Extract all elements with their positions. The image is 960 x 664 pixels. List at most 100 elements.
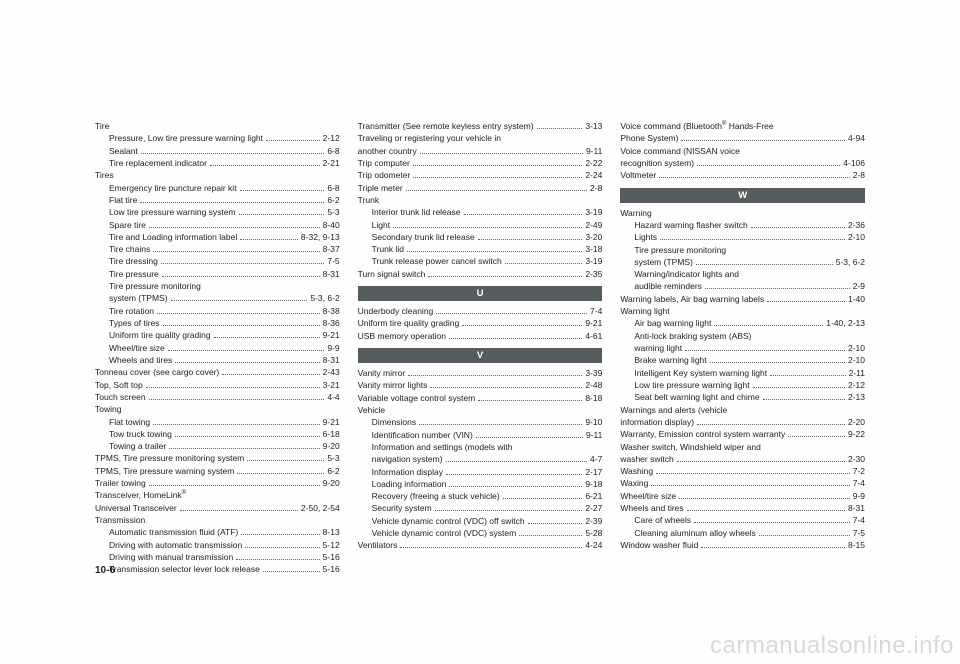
- leader-dots: [696, 263, 833, 265]
- index-entry: Trip odometer2-24: [358, 169, 603, 181]
- index-entry: Ventilators4-24: [358, 539, 603, 551]
- entry-label: audible reminders: [634, 280, 702, 292]
- entry-page: 4-94: [848, 132, 865, 144]
- index-entry: Warning light: [620, 305, 865, 317]
- entry-page: 8-38: [323, 305, 340, 317]
- entry-page: 5-3, 6-2: [310, 292, 339, 304]
- entry-label: recognition system): [620, 157, 694, 169]
- entry-label: Ventilators: [358, 539, 398, 551]
- column-3: Voice command (Bluetooth® Hands-FreePhon…: [620, 120, 865, 576]
- entry-label: Window washer fluid: [620, 539, 698, 551]
- index-entry: Warning: [620, 207, 865, 219]
- entry-label: Washing: [620, 465, 653, 477]
- leader-dots: [701, 546, 845, 548]
- entry-label: Tires: [95, 169, 114, 181]
- entry-page: 8-31: [323, 354, 340, 366]
- leader-dots: [519, 534, 582, 536]
- entry-label: Tire rotation: [109, 305, 154, 317]
- index-entry: Tire chains8-37: [95, 243, 340, 255]
- entry-label: Identification number (VIN): [372, 429, 473, 441]
- index-entry: Loading information9-18: [358, 478, 603, 490]
- index-entry: Tire replacement indicator2-21: [95, 157, 340, 169]
- leader-dots: [714, 324, 823, 326]
- entry-label: Warnings and alerts (vehicle: [620, 404, 727, 416]
- index-entry: Warning labels, Air bag warning labels1-…: [620, 293, 865, 305]
- entry-label: Trailer towing: [95, 477, 146, 489]
- entry-label: Tire: [95, 120, 109, 132]
- leader-dots: [171, 299, 308, 301]
- entry-label: TPMS, Tire pressure monitoring system: [95, 452, 244, 464]
- entry-label: Air bag warning light: [634, 317, 711, 329]
- index-entry: Transmission selector lever lock release…: [95, 563, 340, 575]
- index-entry: Flat tire6-2: [95, 194, 340, 206]
- index-entry: Care of wheels7-4: [620, 514, 865, 526]
- leader-dots: [449, 337, 582, 339]
- index-entry: Brake warning light2-10: [620, 354, 865, 366]
- entry-page: 2-22: [585, 157, 602, 169]
- leader-dots: [656, 472, 850, 474]
- leader-dots: [476, 436, 583, 438]
- entry-label: Top, Soft top: [95, 379, 143, 391]
- index-entry: TPMS, Tire pressure warning system6-2: [95, 465, 340, 477]
- entry-page: 8-37: [323, 243, 340, 255]
- entry-label: Vanity mirror lights: [358, 379, 428, 391]
- entry-label: Vehicle: [358, 404, 385, 416]
- index-entry: Uniform tire quality grading9-21: [358, 317, 603, 329]
- leader-dots: [241, 533, 319, 535]
- entry-page: 4-106: [843, 157, 865, 169]
- leader-dots: [435, 509, 583, 511]
- index-entry: Underbody cleaning7-4: [358, 305, 603, 317]
- entry-label: Information display: [372, 466, 443, 478]
- leader-dots: [759, 534, 850, 536]
- index-entry: Variable voltage control system8-18: [358, 392, 603, 404]
- entry-label: Tonneau cover (see cargo cover): [95, 366, 219, 378]
- entry-label: Underbody cleaning: [358, 305, 434, 317]
- entry-page: 2-12: [848, 379, 865, 391]
- entry-page: 2-10: [848, 354, 865, 366]
- index-entry: Tire and Loading information label8-32, …: [95, 231, 340, 243]
- leader-dots: [240, 238, 298, 240]
- entry-label: Towing a trailer: [109, 440, 166, 452]
- entry-label: Tire replacement indicator: [109, 157, 207, 169]
- index-entry: USB memory operation4-61: [358, 330, 603, 342]
- entry-label: Hazard warning flasher switch: [634, 219, 747, 231]
- leader-dots: [266, 139, 320, 141]
- entry-label: Low tire pressure warning light: [634, 379, 749, 391]
- entry-page: 2-17: [585, 466, 602, 478]
- entry-page: 6-18: [323, 428, 340, 440]
- entry-page: 2-8: [590, 182, 602, 194]
- leader-dots: [161, 262, 325, 264]
- index-entry: TPMS, Tire pressure monitoring system5-3: [95, 452, 340, 464]
- index-entry: Information display 2-17: [358, 466, 603, 478]
- index-entry: Waxing7-4: [620, 477, 865, 489]
- index-entry: Lights2-10: [620, 231, 865, 243]
- entry-page: 2-39: [585, 515, 602, 527]
- leader-dots: [660, 238, 845, 240]
- leader-dots: [240, 189, 325, 191]
- entry-page: 9-20: [323, 477, 340, 489]
- leader-dots: [236, 558, 319, 560]
- index-entry: Voice command (NISSAN voice: [620, 145, 865, 157]
- leader-dots: [503, 497, 583, 499]
- entry-page: 2-35: [585, 268, 602, 280]
- entry-page: 8-13: [323, 526, 340, 538]
- leader-dots: [659, 176, 849, 178]
- leader-dots: [245, 546, 319, 548]
- index-entry: Turn signal switch2-35: [358, 268, 603, 280]
- index-entry: Wheel/tire size9-9: [620, 490, 865, 502]
- index-entry: Traveling or registering your vehicle in: [358, 132, 603, 144]
- index-entry: Wheels and tires8-31: [620, 502, 865, 514]
- entry-page: 6-21: [585, 490, 602, 502]
- leader-dots: [705, 287, 850, 289]
- entry-label: system (TPMS): [109, 292, 168, 304]
- entry-label: Emergency tire puncture repair kit: [109, 182, 237, 194]
- leader-dots: [168, 349, 325, 351]
- entry-label: Wheels and tires: [620, 502, 683, 514]
- entry-label: Flat tire: [109, 194, 137, 206]
- entry-label: Trunk lid: [372, 243, 404, 255]
- entry-label: Universal Transceiver: [95, 502, 177, 514]
- entry-page: 2-12: [323, 132, 340, 144]
- index-entry: Low tire pressure warning system5-3: [95, 206, 340, 218]
- index-entry: Wheel/tire size9-9: [95, 342, 340, 354]
- leader-dots: [413, 164, 583, 166]
